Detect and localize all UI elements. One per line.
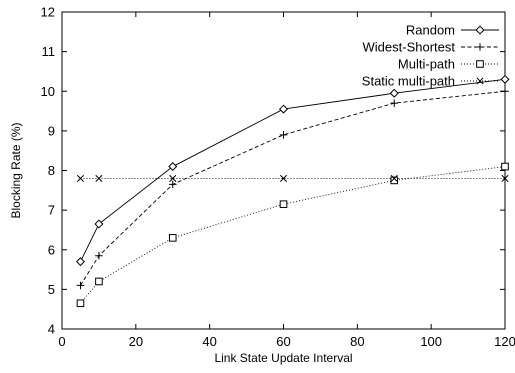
data-point-static-multi-path bbox=[95, 174, 103, 182]
y-tick-label: 8 bbox=[48, 163, 55, 178]
data-point-widest-shortest bbox=[76, 281, 85, 290]
series-line-random bbox=[80, 78, 506, 262]
data-point-random bbox=[94, 219, 104, 229]
data-point-multi-path bbox=[168, 234, 177, 242]
y-tick-label: 10 bbox=[41, 84, 55, 99]
data-point-multi-path bbox=[279, 200, 288, 208]
y-tick-label: 6 bbox=[48, 242, 55, 257]
data-point-static-multi-path bbox=[279, 174, 288, 182]
data-point-static-multi-path bbox=[501, 174, 509, 182]
y-tick-label: 4 bbox=[48, 322, 55, 337]
data-point-random bbox=[278, 104, 289, 114]
y-axis-label: Blocking Rate (%) bbox=[9, 122, 23, 218]
legend-label-multi-path: Multi-path bbox=[398, 57, 455, 72]
x-tick-label: 0 bbox=[58, 334, 65, 349]
legend-label-static-multi-path: Static multi-path bbox=[362, 74, 455, 89]
y-tick-label: 9 bbox=[48, 123, 55, 138]
data-point-random bbox=[389, 88, 399, 98]
legend-marker-multi-path bbox=[476, 60, 484, 68]
data-point-widest-shortest bbox=[168, 180, 177, 189]
legend-marker-random bbox=[475, 25, 485, 35]
x-tick-label: 40 bbox=[202, 334, 216, 349]
legend-label-random: Random bbox=[406, 23, 455, 38]
series-line-multi-path bbox=[80, 166, 506, 304]
data-point-random bbox=[168, 162, 178, 172]
data-point-random bbox=[75, 257, 85, 267]
x-tick-label: 100 bbox=[420, 334, 442, 349]
series-lines bbox=[80, 78, 506, 304]
data-point-static-multi-path bbox=[390, 174, 398, 182]
x-tick-label: 60 bbox=[276, 334, 290, 349]
x-tick-label: 20 bbox=[129, 334, 143, 349]
y-tick-label: 5 bbox=[48, 282, 55, 297]
data-point-static-multi-path bbox=[76, 174, 85, 182]
y-tick-label: 7 bbox=[48, 203, 55, 218]
data-point-multi-path bbox=[501, 162, 509, 171]
axis-ticks bbox=[61, 11, 506, 330]
x-tick-label: 80 bbox=[350, 334, 364, 349]
y-tick-label: 11 bbox=[42, 44, 56, 59]
data-point-widest-shortest bbox=[390, 99, 399, 107]
legend-label-widest-shortest: Widest-Shortest bbox=[363, 40, 456, 55]
data-point-multi-path bbox=[390, 176, 399, 185]
x-tick-label: 120 bbox=[494, 334, 515, 349]
data-point-widest-shortest bbox=[95, 251, 103, 260]
data-point-static-multi-path bbox=[169, 174, 177, 182]
data-point-multi-path bbox=[95, 277, 103, 286]
legend-marker-widest-shortest bbox=[476, 43, 484, 51]
data-point-random bbox=[500, 74, 510, 84]
series-line-widest-shortest bbox=[80, 90, 506, 286]
x-axis-label: Link State Update Interval bbox=[214, 351, 352, 365]
legend: Random Widest-Shortest Multi-path Static mu… bbox=[362, 23, 499, 89]
data-point-widest-shortest bbox=[501, 87, 509, 96]
data-point-multi-path bbox=[76, 299, 85, 308]
y-tick-label: 12 bbox=[41, 5, 55, 20]
legend-marker-static-multi-path bbox=[476, 77, 484, 85]
data-point-widest-shortest bbox=[279, 131, 288, 139]
series-markers bbox=[75, 74, 510, 308]
